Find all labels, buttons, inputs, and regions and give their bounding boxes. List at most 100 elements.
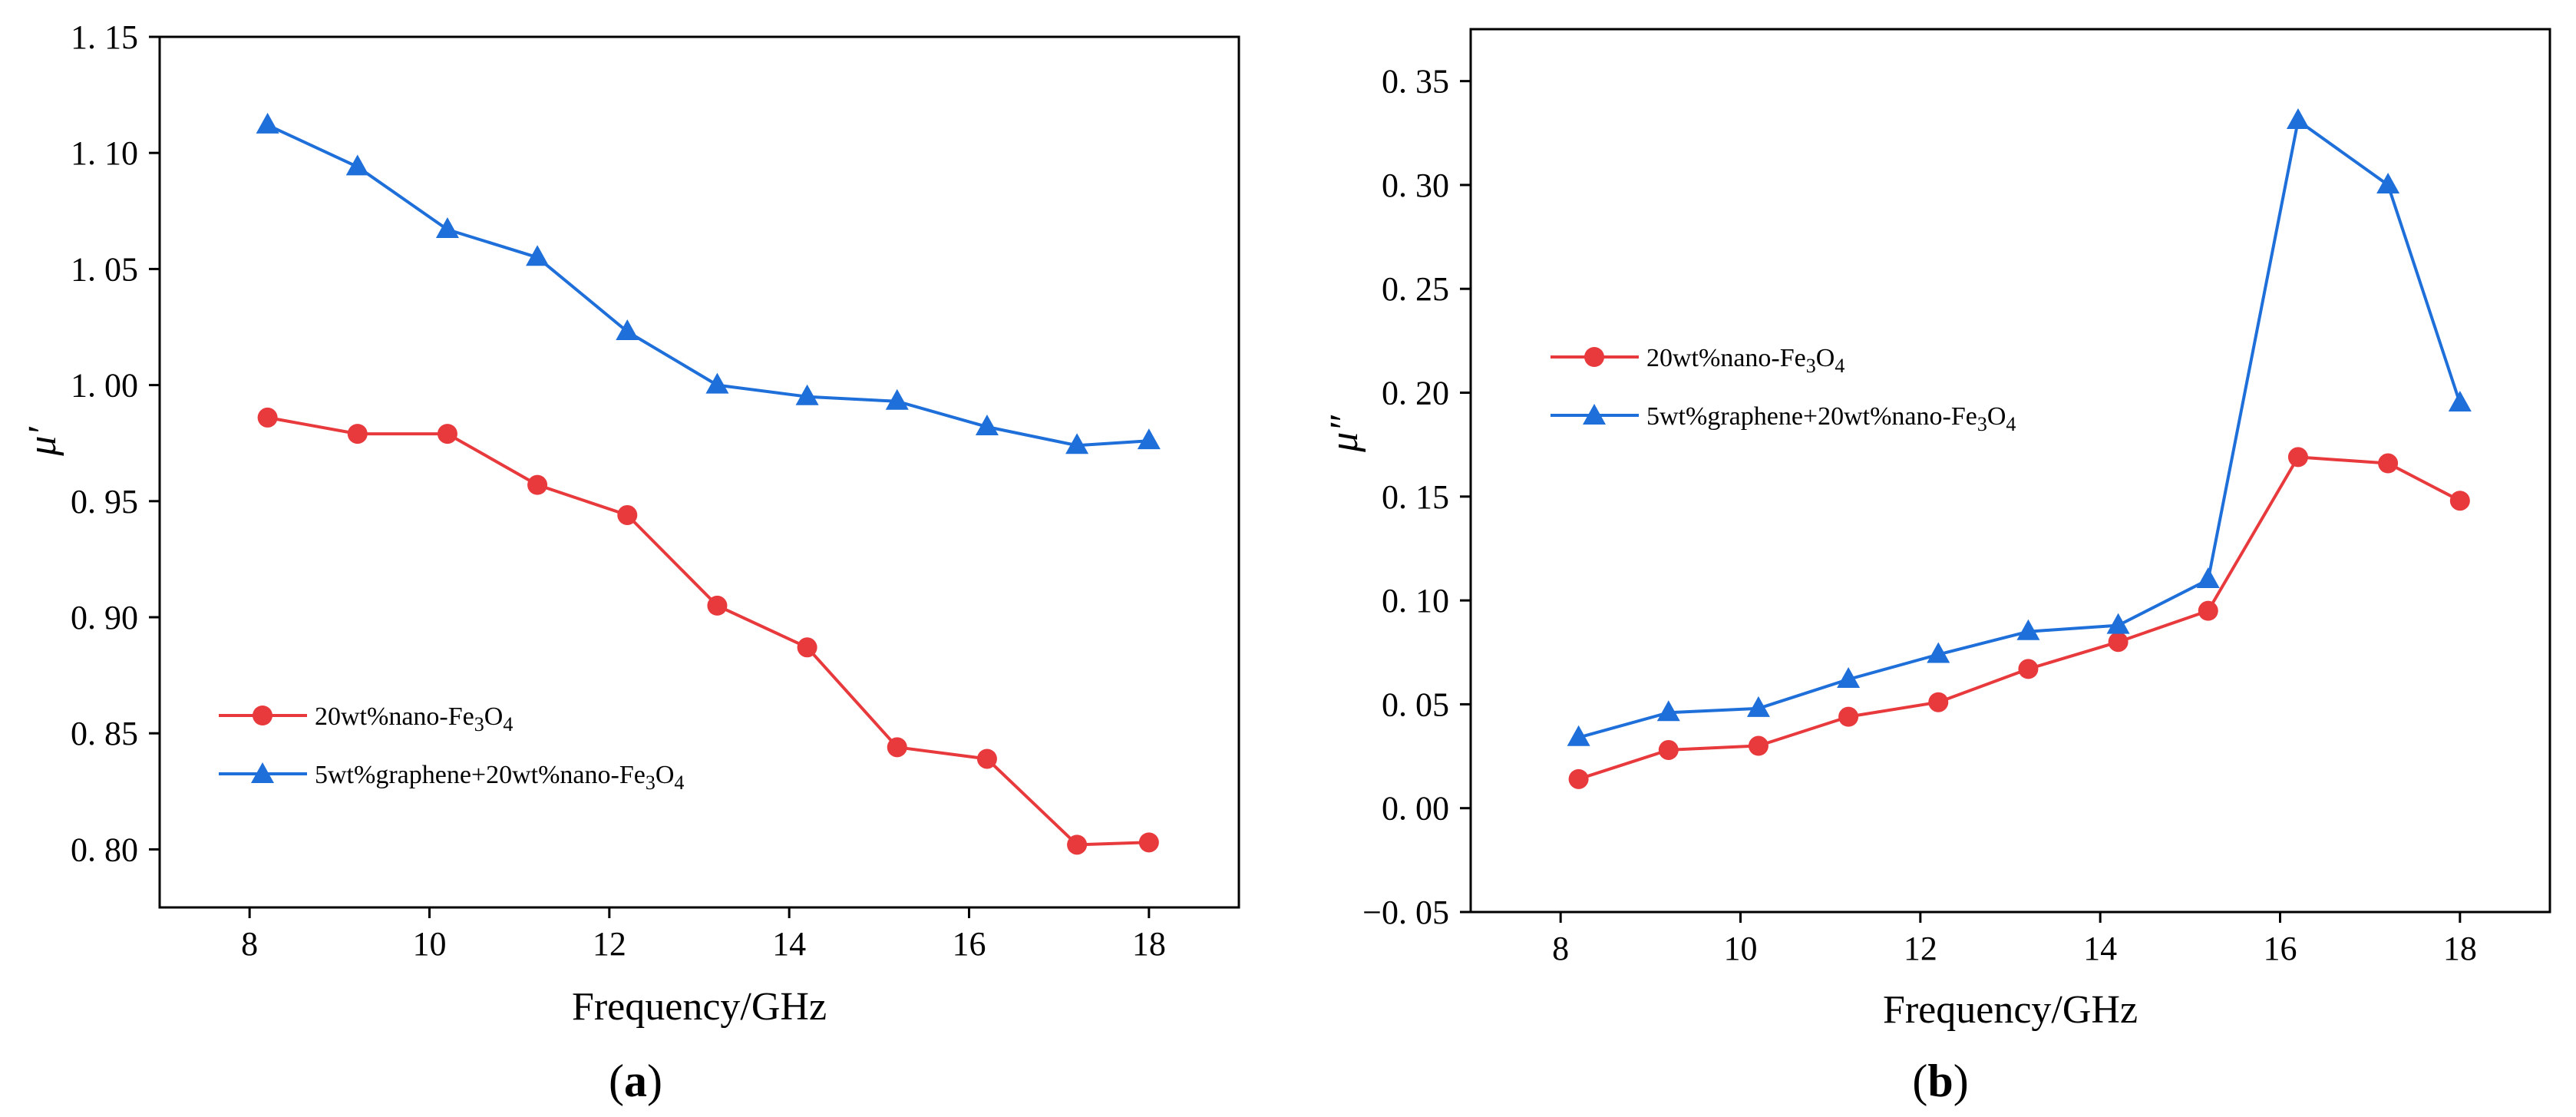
panel-b-series-red-line (1577, 455, 2461, 781)
panel-a-point-blue (526, 245, 550, 266)
panel-b-point-blue (2106, 613, 2130, 634)
panel-a-y-tick-label: 0. 80 (71, 831, 138, 868)
panel-b-y-tick-label: −0. 05 (1362, 894, 1449, 931)
panel-b-legend-triangle-marker (1583, 404, 1606, 425)
panel-b-point-blue (2016, 619, 2040, 640)
panel-b-point-blue (2376, 172, 2400, 193)
panel-a-point-red (797, 637, 817, 658)
panel-a-point-red (887, 737, 907, 758)
panel-b-x-tick-label: 8 (1552, 930, 1569, 967)
panel-b-x-axis-ticks: 8 10 12 14 16 18 (1552, 912, 2477, 967)
panel-a-point-blue (616, 319, 639, 341)
panel-b-y-tick-label: 0. 15 (1382, 478, 1449, 516)
panel-b-point-red (1838, 706, 1859, 727)
panel-b-x-tick-label: 18 (2443, 930, 2477, 967)
panel-a-point-red (1138, 832, 1159, 853)
panel-a-y-tick-label: 1. 05 (71, 250, 138, 288)
panel-a-point-red (347, 424, 368, 444)
panel-a-y-tick-label: 0. 85 (71, 715, 138, 752)
panel-a-point-blue (1137, 428, 1161, 450)
panel-a-point-red (527, 474, 548, 495)
panel-a-y-tick-label: 1. 00 (71, 367, 138, 405)
panel-a-point-red (437, 424, 457, 444)
panel-a-point-red (707, 595, 728, 616)
panel-b-point-blue (2286, 108, 2310, 130)
panel-b-point-red (1928, 692, 1949, 712)
panel-b-point-red (1658, 739, 1679, 760)
panel-a-point-red (617, 504, 638, 525)
panel-a-series-layer (256, 112, 1161, 855)
panel-b-y-tick-label: 0. 05 (1382, 686, 1449, 723)
panel-b-point-red (1568, 768, 1589, 789)
panel-b-y-tick-label: 0. 10 (1382, 582, 1449, 620)
panel-b-y-tick-label: 0. 35 (1382, 63, 1449, 101)
panel-b-series-layer (1567, 108, 2472, 789)
panel-b-point-blue (1927, 642, 1950, 663)
panel-b-point-red (2449, 491, 2470, 511)
panel-b-point-blue (1746, 696, 1770, 717)
panel-a-y-tick-label: 1. 10 (71, 134, 138, 172)
panel-a-legend: 20wt%nano-Fe3O4 5wt%graphene+20wt%nano-F… (219, 702, 684, 794)
panel-b-x-tick-label: 10 (1724, 930, 1758, 967)
panel-b-y-tick-label: 0. 00 (1382, 790, 1449, 828)
panel-a-legend-label-red: 20wt%nano-Fe3O4 (315, 702, 513, 735)
panel-b-plot-frame (1469, 28, 2551, 914)
panel-a-x-tick-label: 18 (1132, 925, 1166, 963)
panel-b-x-axis-title: Frequency/GHz (1883, 988, 2138, 1032)
panel-a-point-blue (256, 112, 279, 134)
panel-a-label: (a) (609, 1056, 662, 1106)
panel-a-point-red (976, 749, 997, 769)
panel-b-x-tick-label: 14 (2083, 930, 2117, 967)
panel-a-point-blue (705, 372, 729, 394)
panel-b-x-tick-label: 16 (2264, 930, 2297, 967)
panel-b-x-tick-label: 12 (1904, 930, 1937, 967)
panel-a-point-blue (795, 384, 819, 405)
panel-b-point-blue (1837, 666, 1861, 688)
panel-b-point-red (2198, 600, 2218, 621)
panel-a-y-tick-label: 0. 90 (71, 599, 138, 636)
panel-b-legend-label-red: 20wt%nano-Fe3O4 (1646, 344, 1844, 377)
panel-b-legend-label-blue: 5wt%graphene+20wt%nano-Fe3O4 (1646, 402, 2016, 435)
panel-a-y-axis-title: μ′ (21, 426, 64, 457)
panel-b-label: (b) (1912, 1056, 1968, 1106)
panel-a-point-red (257, 407, 278, 428)
panel-a-x-tick-label: 16 (953, 925, 986, 963)
panel-b-point-red (2287, 447, 2308, 468)
panel-a-x-axis-ticks: 8 10 12 14 16 18 (241, 907, 1166, 963)
panel-a-series-blue-line (266, 124, 1149, 448)
panel-a-x-tick-label: 8 (241, 925, 258, 963)
panel-a-point-blue (1065, 433, 1089, 454)
panel-a-x-axis-title: Frequency/GHz (572, 985, 827, 1029)
panel-b-point-blue (2196, 567, 2220, 589)
panel-a-x-tick-label: 10 (413, 925, 447, 963)
panel-a-x-tick-label: 12 (593, 925, 626, 963)
panel-b-point-blue (1567, 725, 1590, 746)
panel-b-y-tick-label: 0. 25 (1382, 270, 1449, 308)
panel-a: 0. 80 0. 85 0. 90 0. 95 1. 00 1. 05 1. 10 1. 15… (21, 18, 1240, 1106)
panel-b: −0. 05 0. 00 0. 05 0. 10 0. 15 0. 20 0. 25 0. 3… (1323, 28, 2551, 1106)
panel-a-legend-triangle-marker (251, 762, 274, 783)
panel-a-x-tick-label: 14 (772, 925, 806, 963)
panel-b-y-axis-title: μ″ (1323, 415, 1366, 453)
panel-b-y-tick-label: 0. 20 (1382, 375, 1449, 412)
panel-b-point-red (2378, 453, 2399, 474)
panel-b-point-red (1748, 735, 1769, 756)
panel-a-y-axis-ticks: 0. 80 0. 85 0. 90 0. 95 1. 00 1. 05 1. 10 1. 15 (71, 18, 160, 868)
panel-a-point-blue (975, 415, 999, 436)
panel-b-legend: 20wt%nano-Fe3O4 5wt%graphene+20wt%nano-F… (1551, 344, 2016, 435)
panel-b-legend-circle-marker (1584, 347, 1604, 367)
panel-a-point-blue (345, 154, 369, 176)
panel-a-point-blue (435, 216, 459, 238)
panel-a-legend-circle-marker (253, 706, 272, 725)
panel-b-y-tick-label: 0. 30 (1382, 167, 1449, 204)
panel-b-point-blue (1656, 700, 1680, 722)
panel-a-legend-label-blue: 5wt%graphene+20wt%nano-Fe3O4 (315, 761, 684, 794)
panel-a-y-tick-label: 0. 95 (71, 483, 138, 520)
panel-a-y-tick-label: 1. 15 (71, 18, 138, 56)
panel-b-point-red (2108, 632, 2129, 653)
panel-a-point-blue (885, 388, 909, 410)
panel-b-point-blue (2448, 391, 2472, 412)
panel-b-point-red (2018, 659, 2039, 679)
panel-a-plot-frame (158, 35, 1240, 909)
